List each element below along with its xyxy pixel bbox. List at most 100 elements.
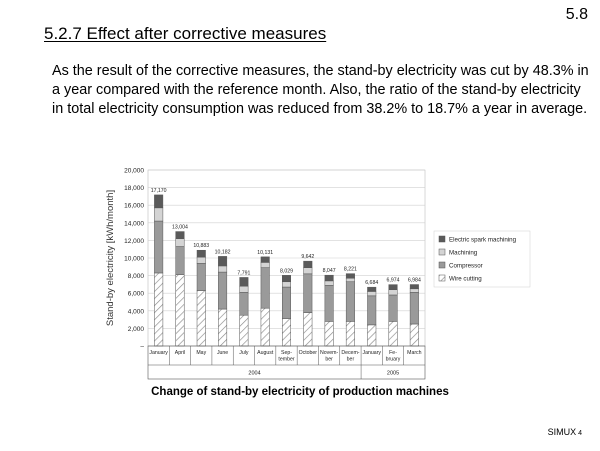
bar-segment bbox=[196, 263, 206, 291]
bar-segment bbox=[303, 260, 313, 268]
bar-segment bbox=[260, 256, 270, 263]
bar-segment bbox=[239, 314, 249, 347]
chart-caption: Change of stand-by electricity of produc… bbox=[151, 386, 449, 398]
bar-segment bbox=[260, 267, 270, 309]
legend-swatch bbox=[438, 274, 446, 282]
bar-segment bbox=[303, 273, 313, 313]
bar-segment bbox=[388, 321, 398, 347]
x-tick-label: Sep-tember bbox=[278, 350, 294, 363]
data-label: 13,004 bbox=[172, 225, 188, 231]
bar-segment bbox=[345, 281, 355, 322]
page-number: 5.8 bbox=[565, 6, 588, 23]
slide-title: 5.2.7 Effect after corrective measures bbox=[44, 24, 327, 43]
bar-segment bbox=[388, 289, 398, 296]
category-table-frame bbox=[147, 345, 426, 380]
data-label: 7,791 bbox=[237, 270, 250, 276]
legend-frame bbox=[433, 230, 531, 288]
y-tick-label: 16,000 bbox=[124, 203, 144, 210]
x-tick-label: January bbox=[362, 350, 381, 356]
bar-segment bbox=[239, 277, 249, 287]
footer: SIMUX 4 bbox=[548, 427, 582, 437]
data-label: 10,883 bbox=[193, 243, 209, 249]
y-tick-label: 8,000 bbox=[128, 273, 145, 280]
y-tick-label: 18,000 bbox=[124, 185, 144, 192]
x-tick-label: Decem-ber bbox=[341, 350, 359, 363]
data-label: 9,642 bbox=[301, 254, 314, 260]
bar-segment bbox=[409, 292, 419, 325]
data-label: 6,984 bbox=[408, 278, 421, 284]
legend-label: Electric spark machining bbox=[449, 237, 517, 244]
y-tick-label: 2,000 bbox=[128, 326, 145, 333]
bar-segment bbox=[367, 324, 377, 347]
bar-segment bbox=[239, 292, 249, 316]
bar-segment bbox=[282, 286, 291, 319]
bar-segment bbox=[388, 294, 398, 322]
bar-segment bbox=[175, 274, 185, 347]
bar-segment bbox=[409, 288, 419, 293]
bar-segment bbox=[345, 321, 355, 347]
bar-segment bbox=[324, 280, 334, 286]
bar-segment bbox=[154, 207, 164, 222]
bar-segment bbox=[303, 267, 313, 275]
x-tick-label: October bbox=[299, 350, 318, 356]
x-tick-label: July bbox=[239, 350, 249, 356]
y-tick-label: – bbox=[140, 344, 144, 351]
x-tick-label: April bbox=[175, 350, 185, 356]
footer-brand: SIMUX bbox=[547, 427, 577, 437]
data-label: 8,029 bbox=[280, 268, 293, 274]
bar-segment bbox=[303, 312, 313, 347]
x-tick-label: January bbox=[149, 350, 168, 356]
bar-segment bbox=[260, 307, 270, 347]
footer-page-number: 4 bbox=[578, 430, 582, 437]
x-tick-label: Novem-ber bbox=[320, 350, 338, 363]
bar-segment bbox=[282, 318, 291, 347]
x-tick-label: Fe-bruary bbox=[386, 350, 401, 363]
data-label: 8,221 bbox=[344, 267, 357, 273]
x-tick-label: August bbox=[257, 350, 274, 356]
legend-label: Wire cutting bbox=[449, 276, 482, 283]
bar-segment bbox=[154, 194, 164, 209]
bar-segment bbox=[282, 275, 291, 283]
year-label: 2004 bbox=[248, 371, 260, 377]
data-label: 6,684 bbox=[365, 280, 378, 286]
bar-segment bbox=[218, 308, 228, 347]
legend-swatch bbox=[438, 261, 446, 269]
bar-segment bbox=[260, 262, 270, 268]
bar-segment bbox=[345, 273, 355, 279]
bar-segment bbox=[175, 231, 185, 239]
bar-segment bbox=[409, 284, 419, 290]
x-tick-label: March bbox=[407, 350, 422, 356]
y-axis-title: Stand-by electricity [kWh/month] bbox=[105, 190, 116, 326]
bar-segment bbox=[367, 286, 377, 292]
bar-segment bbox=[324, 285, 334, 322]
bar-segment bbox=[367, 291, 377, 297]
y-tick-label: 20,000 bbox=[124, 168, 144, 175]
bar-segment bbox=[367, 295, 377, 326]
legend-swatch bbox=[438, 248, 446, 256]
bar-segment bbox=[282, 281, 291, 288]
bar-segment bbox=[388, 284, 398, 290]
bar-segment bbox=[218, 265, 228, 273]
legend-label: Machining bbox=[449, 250, 478, 257]
bar-segment bbox=[154, 220, 164, 274]
bar-segment bbox=[409, 323, 419, 347]
y-tick-label: 12,000 bbox=[124, 238, 144, 245]
y-tick-label: 10,000 bbox=[124, 256, 144, 263]
x-tick-label: June bbox=[217, 350, 228, 356]
bar-segment bbox=[196, 256, 206, 264]
bar-segment bbox=[218, 256, 228, 267]
data-label: 10,182 bbox=[215, 249, 231, 255]
bar-segment bbox=[154, 272, 164, 347]
bar-segment bbox=[175, 238, 185, 247]
bar-segment bbox=[175, 246, 185, 275]
bar-segment bbox=[345, 277, 355, 283]
data-label: 6,974 bbox=[387, 278, 400, 284]
bar-segment bbox=[196, 249, 206, 258]
y-tick-label: 4,000 bbox=[128, 308, 145, 315]
legend-label: Compressor bbox=[449, 263, 483, 270]
data-label: 17,170 bbox=[151, 188, 167, 194]
bar-segment bbox=[239, 285, 249, 293]
bar-segment bbox=[324, 321, 334, 347]
data-label: 10,131 bbox=[257, 250, 273, 256]
